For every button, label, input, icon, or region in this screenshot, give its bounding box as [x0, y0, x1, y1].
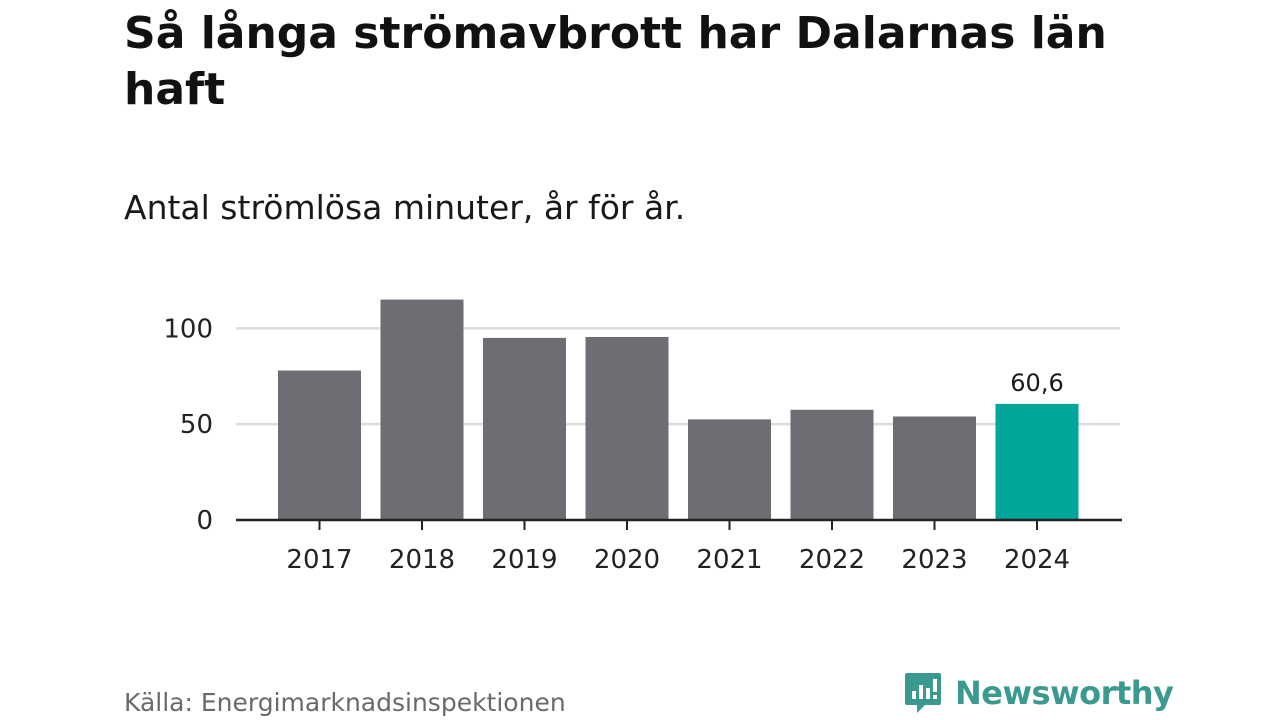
bar-2018: [380, 299, 464, 520]
x-tick-label: 2020: [594, 545, 660, 575]
y-tick-label: 0: [196, 506, 213, 536]
bar-2021: [688, 419, 771, 520]
source-note: Källa: Energimarknadsinspektionen: [124, 688, 566, 717]
bar-2020: [585, 336, 669, 520]
x-tick-label: 2019: [491, 545, 557, 575]
y-tick-label: 100: [163, 314, 213, 344]
x-tick-label: 2021: [696, 545, 762, 575]
x-tick-label: 2017: [286, 545, 352, 575]
x-tick-label: 2022: [799, 545, 865, 575]
x-tick-label: 2023: [901, 545, 967, 575]
brand-name: Newsworthy: [955, 674, 1174, 712]
y-tick-label: 50: [180, 410, 213, 440]
x-tick-label: 2018: [389, 545, 455, 575]
x-tick-label: 2024: [1004, 545, 1070, 575]
bar-2017: [278, 370, 361, 520]
bar-2024: [995, 403, 1079, 520]
data-label: 60,6: [1010, 369, 1063, 397]
bar-2022: [790, 409, 874, 520]
chart-subtitle: Antal strömlösa minuter, år för år.: [124, 188, 686, 227]
chart-title: Så långa strömavbrott har Dalarnas län h…: [124, 8, 1107, 115]
newsworthy-logo-icon: [905, 673, 941, 713]
bar-chart: 0 50 100 2017 2018 2019 2020 2021 2022 2023 2024 60…: [163, 299, 1122, 575]
bar-2019: [483, 337, 566, 520]
bar-2023: [893, 416, 976, 520]
brand-logo: Newsworthy: [903, 671, 1174, 715]
